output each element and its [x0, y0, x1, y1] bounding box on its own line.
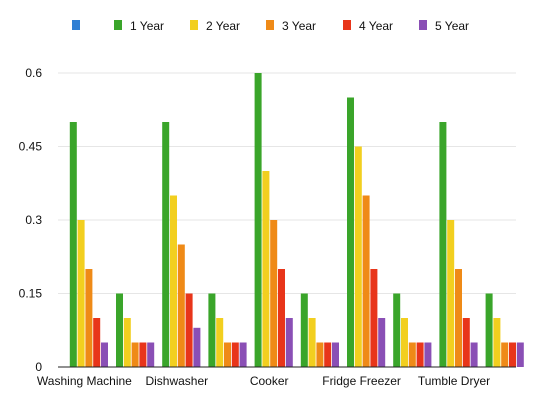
legend-swatch [343, 20, 351, 30]
bar [285, 318, 293, 367]
bar [354, 146, 362, 367]
bar [69, 122, 77, 367]
legend-label: 4 Year [359, 19, 393, 33]
bar [193, 327, 201, 367]
bar [300, 293, 308, 367]
bar [485, 293, 493, 367]
legend-swatch [72, 20, 80, 30]
bar [262, 171, 270, 367]
x-tick-label: Fridge Freezer [322, 374, 401, 388]
bar [177, 244, 185, 367]
bar [516, 342, 524, 367]
bar [509, 342, 516, 367]
bar [77, 220, 85, 367]
bar [493, 318, 501, 367]
axes: 0 0.15 0.3 0.45 0.6 Washing Machine Dishwasher… [19, 66, 516, 388]
bar [231, 342, 239, 367]
bar [139, 342, 147, 367]
bar [424, 342, 432, 367]
bar [208, 293, 216, 367]
bar [378, 318, 386, 367]
bar [347, 97, 354, 367]
legend-label: 1 Year [130, 19, 164, 33]
bar [501, 342, 509, 367]
x-tick-label: Washing Machine [37, 374, 132, 388]
x-tick-label: Tumble Dryer [418, 374, 490, 388]
bar [401, 318, 408, 367]
legend-swatch [266, 20, 274, 30]
legend-label: 3 Year [282, 19, 316, 33]
bar [370, 269, 378, 367]
y-tick-label: 0.6 [25, 66, 42, 80]
bar [316, 342, 324, 367]
legend-swatch [114, 20, 122, 30]
x-tick-label: Dishwasher [145, 374, 208, 388]
bar [254, 73, 262, 367]
bar [278, 269, 285, 367]
legend-swatch [190, 20, 198, 30]
x-tick-label: Cooker [250, 374, 289, 388]
bar [123, 318, 131, 367]
bar [162, 122, 170, 367]
bar [239, 342, 247, 367]
bar [270, 220, 278, 367]
y-tick-label: 0.15 [19, 287, 43, 301]
bar [332, 342, 339, 367]
bar [455, 269, 462, 367]
bar [462, 318, 470, 367]
y-tick-label: 0.3 [25, 213, 42, 227]
bar [408, 342, 416, 367]
bar [324, 342, 332, 367]
legend-label: 2 Year [206, 19, 240, 33]
y-tick-label: 0.45 [19, 140, 43, 154]
bar [131, 342, 139, 367]
legend-label: 5 Year [435, 19, 469, 33]
bar [116, 293, 123, 367]
bar [185, 293, 193, 367]
bar [470, 342, 478, 367]
bar [416, 342, 424, 367]
legend: 1 Year 2 Year 3 Year 4 Year 5 Year [72, 19, 469, 33]
bar [93, 318, 101, 367]
bar [216, 318, 224, 367]
legend-swatch [419, 20, 427, 30]
bar [224, 342, 231, 367]
bar [147, 342, 155, 367]
y-tick-label: 0 [35, 360, 42, 374]
bars [69, 73, 524, 367]
bar [447, 220, 455, 367]
bar [439, 122, 447, 367]
bar [308, 318, 316, 367]
bar [170, 195, 177, 367]
bar [85, 269, 93, 367]
bar [101, 342, 108, 367]
bar [393, 293, 401, 367]
bar [362, 195, 370, 367]
